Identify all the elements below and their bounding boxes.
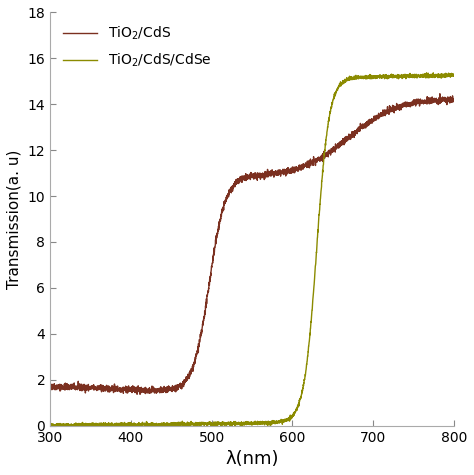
TiO$_2$/CdS — [93, 385, 99, 390]
TiO$_2$/CdS/CdSe — [202, 421, 208, 427]
TiO$_2$/CdS/CdSe — [117, 421, 123, 427]
Line: TiO$_2$/CdS/CdSe: TiO$_2$/CdS/CdSe — [50, 73, 454, 426]
TiO$_2$/CdS/CdSe — [424, 70, 429, 76]
TiO$_2$/CdS/CdSe — [47, 423, 53, 428]
TiO$_2$/CdS — [451, 97, 457, 103]
TiO$_2$/CdS — [437, 91, 443, 96]
TiO$_2$/CdS/CdSe — [219, 419, 225, 425]
TiO$_2$/CdS — [443, 96, 449, 102]
TiO$_2$/CdS — [137, 391, 143, 397]
TiO$_2$/CdS — [117, 389, 123, 395]
TiO$_2$/CdS — [202, 312, 208, 317]
Legend: TiO$_2$/CdS, TiO$_2$/CdS/CdSe: TiO$_2$/CdS, TiO$_2$/CdS/CdSe — [57, 19, 218, 75]
TiO$_2$/CdS — [400, 102, 405, 108]
TiO$_2$/CdS — [220, 208, 226, 213]
TiO$_2$/CdS/CdSe — [451, 73, 457, 79]
Y-axis label: Transmission(a. u): Transmission(a. u) — [7, 149, 22, 289]
X-axis label: λ(nm): λ(nm) — [225, 450, 279, 468]
TiO$_2$/CdS/CdSe — [93, 423, 99, 428]
TiO$_2$/CdS/CdSe — [400, 74, 405, 79]
TiO$_2$/CdS — [47, 383, 53, 389]
Line: TiO$_2$/CdS: TiO$_2$/CdS — [50, 94, 454, 394]
TiO$_2$/CdS/CdSe — [443, 72, 449, 77]
